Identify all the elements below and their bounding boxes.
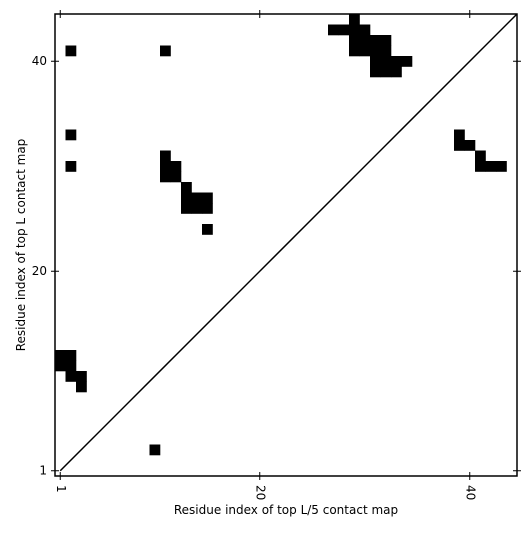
contact-cell [380, 45, 392, 57]
contact-cell [160, 150, 171, 162]
contact-cell [191, 192, 203, 204]
contact-cell [370, 45, 381, 57]
contact-cell [370, 56, 381, 67]
contact-cell [202, 224, 213, 235]
contact-cell [391, 66, 402, 78]
contact-cell [181, 203, 192, 214]
contact-cell [65, 161, 77, 172]
contact-cell [160, 161, 171, 172]
contact-cell [55, 350, 66, 361]
contact-cell [181, 182, 192, 193]
contact-cell [202, 192, 213, 204]
contact-cell [76, 381, 87, 393]
contact-cell [454, 140, 465, 151]
contact-cell [191, 203, 203, 214]
diagonal-line [59, 13, 518, 472]
contact-cell [349, 45, 360, 57]
y-tick-label: 40 [32, 54, 47, 68]
y-tick-label: 1 [39, 463, 47, 477]
contact-cell [485, 161, 497, 172]
contact-cell [160, 171, 171, 183]
contact-cell [65, 371, 77, 382]
contact-cell [202, 203, 213, 214]
contact-cell [65, 350, 77, 361]
contact-cell [328, 24, 339, 36]
contact-cell [170, 171, 182, 183]
contact-cell [359, 35, 371, 46]
contact-cell [359, 45, 371, 57]
contact-cell [349, 35, 360, 46]
contact-cell [370, 66, 381, 78]
plot-frame [54, 13, 518, 477]
contact-cell [65, 129, 77, 141]
contact-cell [349, 14, 360, 25]
contact-cell [160, 45, 171, 57]
x-axis-label: Residue index of top L/5 contact map [174, 503, 398, 517]
contact-cell [55, 360, 66, 372]
contact-cell [475, 161, 486, 172]
contact-cell [391, 56, 402, 67]
contact-cell [349, 24, 360, 36]
contact-cell [65, 45, 77, 57]
y-tick-label: 20 [32, 264, 47, 278]
x-tick-label: 1 [54, 485, 68, 493]
contact-cell [149, 444, 161, 456]
contact-cell [454, 129, 465, 141]
contact-cell [380, 66, 392, 78]
contact-cell [170, 161, 182, 172]
contact-cell [181, 192, 192, 204]
contact-cell [380, 56, 392, 67]
contact-cell [401, 56, 413, 67]
x-tick-label: 40 [463, 485, 477, 500]
contact-cell [338, 24, 350, 36]
contact-cell [76, 371, 87, 382]
contact-cell [380, 35, 392, 46]
contact-cell [464, 140, 476, 151]
contact-cell [370, 35, 381, 46]
contact-cell [65, 360, 77, 372]
y-axis-label: Residue index of top L contact map [14, 139, 28, 352]
contact-cell [496, 161, 507, 172]
contact-cell [359, 24, 371, 36]
contact-cell [475, 150, 486, 162]
x-tick-label: 20 [253, 485, 267, 500]
